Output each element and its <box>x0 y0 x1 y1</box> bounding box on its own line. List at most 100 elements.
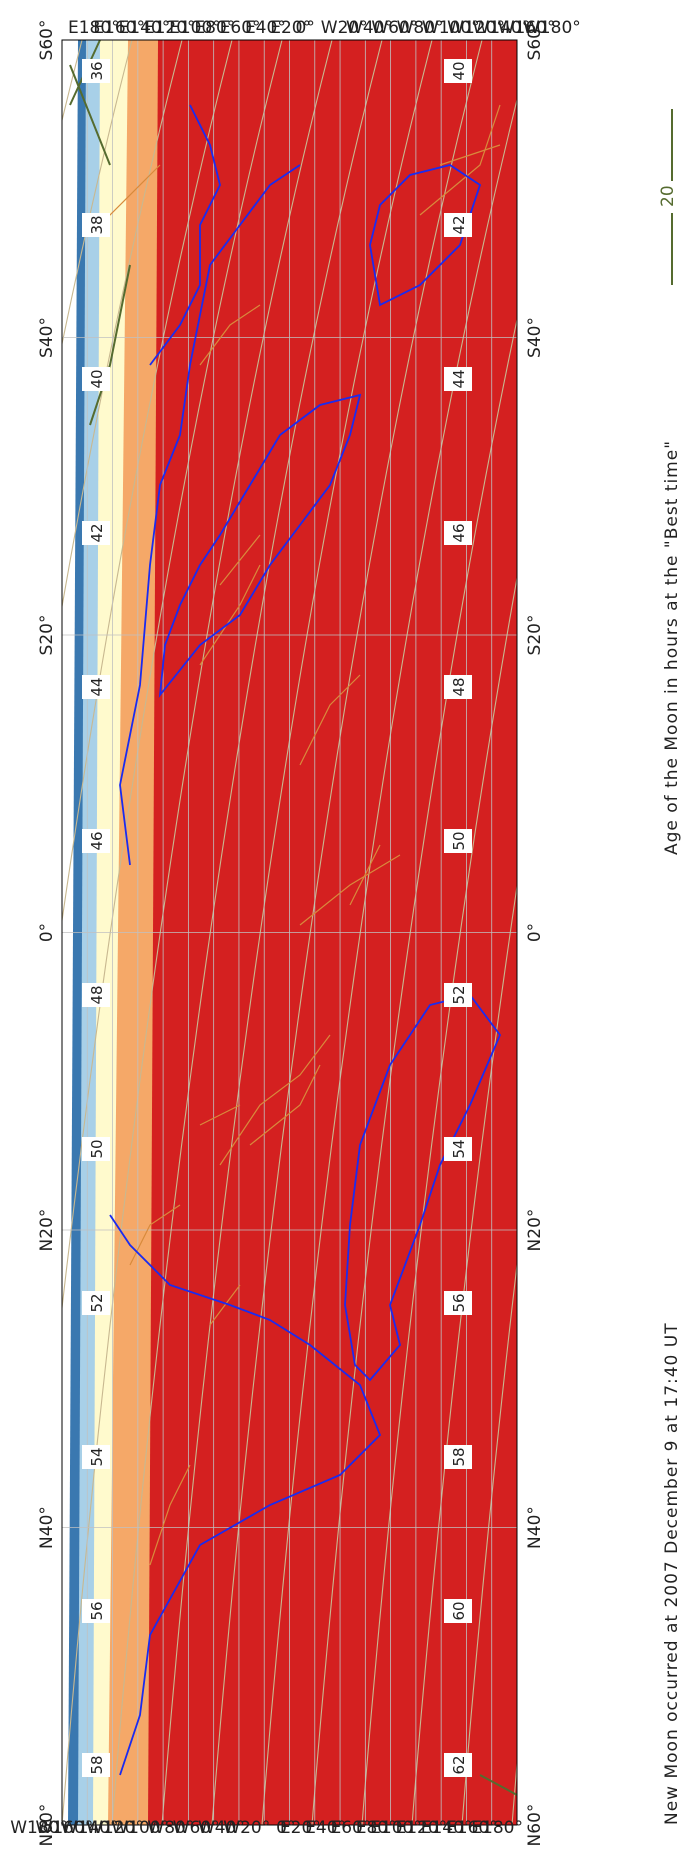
longitude-label-left: E120° <box>395 1818 447 1838</box>
contour-label-box <box>444 1445 472 1469</box>
latitude-label-bottom: 0° <box>525 923 545 942</box>
contour-label: 42 <box>450 215 468 234</box>
contour-label-box <box>82 367 110 391</box>
contour-label: 50 <box>450 831 468 850</box>
longitude-label-left: W120° <box>86 1818 144 1838</box>
legend-line-left <box>671 213 673 285</box>
latitude-label-bottom: N40° <box>525 1506 545 1549</box>
latitude-labels-bottom: N60° N40° N20° 0° S20° S40° S60° <box>525 20 545 1847</box>
contour-label-box <box>82 213 110 237</box>
age-contour-line <box>62 40 233 1825</box>
latitude-label-bottom: N60° <box>525 1804 545 1847</box>
longitude-label-right: E40° <box>245 18 286 38</box>
longitude-label-left: E160° <box>446 1818 498 1838</box>
longitude-label-right: 0° <box>296 18 315 38</box>
latitude-label-top: N40° <box>37 1506 57 1549</box>
longitude-label-left: W180° <box>10 1818 68 1838</box>
latitude-label-top: S20° <box>37 615 57 656</box>
longitude-label-right: W40° <box>346 18 393 38</box>
age-contour-line <box>62 40 133 1825</box>
contour-label-box <box>444 675 472 699</box>
longitude-label-left: W60° <box>173 1818 220 1838</box>
longitude-label-right: E120° <box>144 18 196 38</box>
contour-label-box <box>82 1599 110 1623</box>
country-borders <box>99 104 501 1566</box>
contour-label: 44 <box>450 369 468 388</box>
longitude-label-left: E80° <box>356 1818 397 1838</box>
contour-label: 36 <box>88 61 106 80</box>
map-frame <box>61 39 518 1826</box>
age-contour-line <box>62 40 183 1825</box>
longitude-labels-right: E180°E160°E140°E120°E100°E80°E60°E40°E20… <box>68 18 581 38</box>
longitude-label-left: E100° <box>370 1818 422 1838</box>
latitude-label-bottom: S20° <box>525 615 545 656</box>
latitude-label-bottom: S60° <box>525 20 545 61</box>
contour-label: 40 <box>88 369 106 388</box>
contour-label: 58 <box>450 1447 468 1466</box>
age-contour-line <box>411 40 517 1825</box>
age-contour-line <box>211 40 483 1825</box>
contour-label-box <box>82 1445 110 1469</box>
contour-label: 58 <box>88 1755 106 1774</box>
australia-coast <box>369 164 482 307</box>
contour-label-box <box>444 1291 472 1315</box>
longitude-label-left: E60° <box>330 1818 371 1838</box>
contour-label: 46 <box>88 831 106 850</box>
longitude-label-left: W100° <box>111 1818 169 1838</box>
contour-label-box <box>444 59 472 83</box>
legend-caption: Age of the Moon in hours at the "Best ti… <box>662 439 682 855</box>
age-contour-line <box>612 40 699 1825</box>
longitude-label-left: E140° <box>421 1818 473 1838</box>
longitude-label-left: W140° <box>61 1818 119 1838</box>
contour-label: 40 <box>450 61 468 80</box>
longitude-label-right: W160° <box>498 18 556 38</box>
latitude-label-top: N20° <box>37 1209 57 1252</box>
longitude-label-right: E100° <box>169 18 221 38</box>
contour-label: 50 <box>88 1139 106 1158</box>
contour-label: 48 <box>88 985 106 1004</box>
new-moon-caption: New Moon occurred at 2007 December 9 at … <box>662 1322 682 1825</box>
longitude-label-right: W20° <box>321 18 368 38</box>
latitude-label-top: N60° <box>37 1804 57 1847</box>
contour-label-box <box>82 1291 110 1315</box>
contour-label: 60 <box>450 1601 468 1620</box>
latitude-label-top: S60° <box>37 20 57 61</box>
contour-label: 54 <box>450 1139 468 1158</box>
contour-label-box <box>444 1137 472 1161</box>
longitude-label-right: W60° <box>371 18 418 38</box>
contour-label-box <box>82 829 110 853</box>
age-contour-line <box>461 40 517 1825</box>
europe-asia-coast <box>119 164 301 866</box>
longitude-label-left: W160° <box>36 1818 94 1838</box>
longitude-label-left: 0° <box>276 1818 295 1838</box>
longitude-label-left: E20° <box>280 1818 321 1838</box>
longitude-label-right: E80° <box>194 18 235 38</box>
longitude-label-right: E140° <box>119 18 171 38</box>
contour-label: 42 <box>88 523 106 542</box>
contour-label: 52 <box>88 1293 106 1312</box>
age-contour-line <box>111 40 383 1825</box>
contour-label-box <box>82 521 110 545</box>
legend: 20 <box>656 25 686 285</box>
contour-label: 38 <box>88 215 106 234</box>
contour-label: 48 <box>450 677 468 696</box>
latitude-label-top: S40° <box>37 317 57 358</box>
age-contour-line <box>62 40 283 1825</box>
longitude-label-right: E20° <box>270 18 311 38</box>
longitude-label-right: E160° <box>93 18 145 38</box>
contour-label: 46 <box>450 523 468 542</box>
latitude-labels-top: N60° N40° N20° 0° S20° S40° S60° <box>37 20 57 1847</box>
contour-label: 62 <box>450 1755 468 1774</box>
latitude-label-bottom: N20° <box>525 1209 545 1252</box>
contour-label-box <box>82 675 110 699</box>
longitude-label-right: W100° <box>422 18 480 38</box>
longitude-label-left: E180° <box>471 1818 523 1838</box>
age-contour-line <box>62 40 333 1825</box>
latitude-label-bottom: S40° <box>525 317 545 358</box>
north-america-coast <box>109 1214 382 1776</box>
contour-label-box <box>82 983 110 1007</box>
longitude-label-left: W20° <box>223 1818 270 1838</box>
contour-lines <box>62 40 699 1825</box>
africa-coast <box>158 393 362 698</box>
